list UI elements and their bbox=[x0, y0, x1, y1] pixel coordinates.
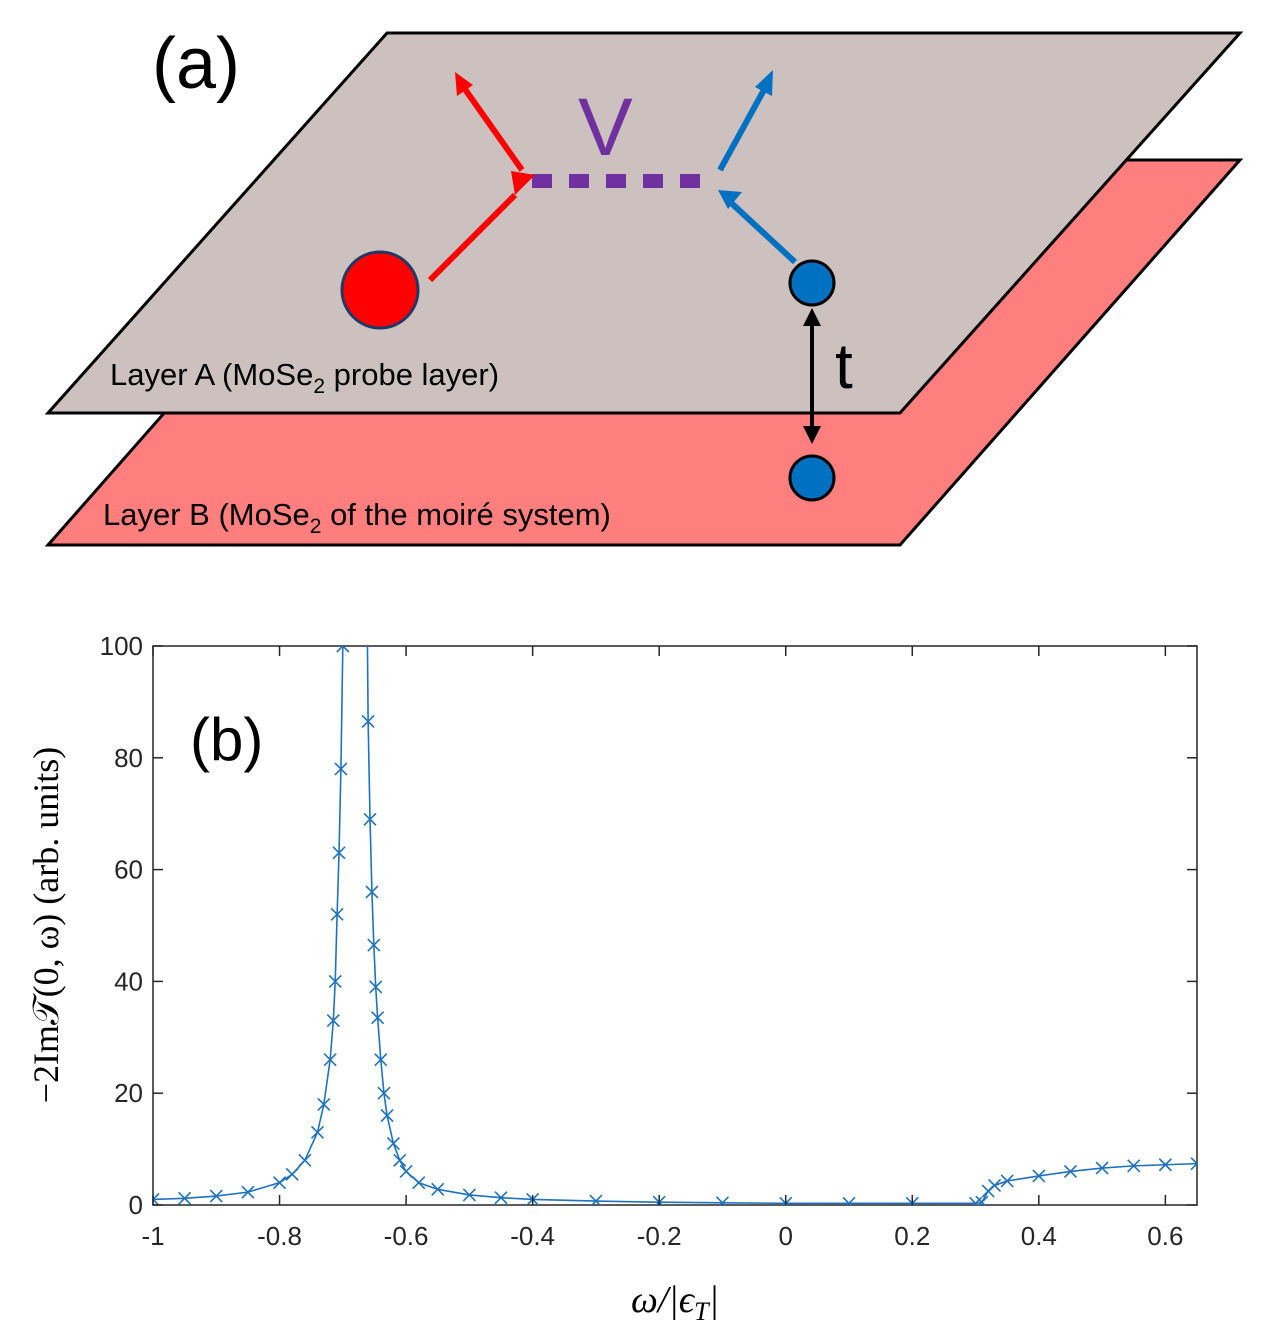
data-marker bbox=[361, 714, 375, 729]
data-marker bbox=[431, 1182, 445, 1196]
data-marker bbox=[1127, 1159, 1141, 1173]
data-marker bbox=[178, 1191, 192, 1205]
x-tick-label: -0.8 bbox=[257, 1221, 302, 1251]
text: 2 bbox=[313, 375, 325, 398]
data-marker bbox=[285, 1167, 299, 1181]
text: probe layer) bbox=[325, 357, 499, 392]
panel-a-label: (a) bbox=[152, 24, 240, 104]
x-tick-label: 0.6 bbox=[1147, 1221, 1183, 1251]
y-tick-label: 0 bbox=[129, 1190, 143, 1220]
plot-area bbox=[152, 645, 1198, 1206]
x-axis-label: ω/|ϵT| bbox=[631, 1279, 719, 1326]
data-marker bbox=[310, 1125, 325, 1139]
data-marker bbox=[332, 846, 346, 860]
data-marker bbox=[377, 1086, 391, 1100]
data-marker bbox=[386, 1136, 401, 1151]
data-marker bbox=[241, 1185, 255, 1199]
data-marker bbox=[328, 974, 342, 988]
data-marker bbox=[1095, 1161, 1109, 1175]
data-marker bbox=[336, 646, 350, 653]
x-tick-label: -0.2 bbox=[637, 1221, 682, 1251]
text: Layer B (MoSe bbox=[103, 497, 310, 532]
data-marker bbox=[1190, 1157, 1197, 1171]
particle-red bbox=[340, 250, 420, 330]
data-marker bbox=[715, 1196, 730, 1205]
x-tick-label: 0.2 bbox=[894, 1221, 930, 1251]
panel-b-label: (b) bbox=[190, 706, 263, 773]
text: 2 bbox=[310, 515, 322, 538]
data-marker bbox=[975, 1195, 989, 1205]
y-tick-label: 60 bbox=[114, 855, 143, 885]
x-tick-label: 0.4 bbox=[1021, 1221, 1057, 1251]
data-marker bbox=[494, 1191, 508, 1205]
y-tick-label: 20 bbox=[114, 1078, 143, 1108]
data-marker bbox=[1158, 1158, 1172, 1172]
y-tick-label: 100 bbox=[100, 631, 143, 661]
hopping-label: t bbox=[835, 330, 853, 402]
interaction-label: V bbox=[578, 82, 633, 173]
data-marker bbox=[462, 1188, 476, 1202]
layer-a bbox=[44, 31, 1244, 415]
text: Layer A (MoSe bbox=[110, 357, 313, 392]
particle-blue bbox=[788, 259, 836, 307]
x-tick-label: -0.6 bbox=[384, 1221, 429, 1251]
arrows bbox=[427, 70, 821, 444]
text: T bbox=[694, 1297, 710, 1326]
data-marker bbox=[330, 907, 344, 921]
y-tick-label: 80 bbox=[114, 743, 143, 773]
data-marker bbox=[326, 1013, 340, 1028]
data-marker bbox=[412, 1176, 426, 1190]
x-tick-label: 0 bbox=[778, 1221, 792, 1251]
data-marker bbox=[987, 1178, 1002, 1193]
data-marker bbox=[153, 1192, 160, 1205]
y-axis-label: −2Im𝒯(0, ω) (arb. units) bbox=[26, 747, 66, 1104]
layer-a-label: Layer A (MoSe2 probe layer) bbox=[110, 357, 499, 398]
data-marker bbox=[369, 980, 383, 994]
data-marker bbox=[272, 1176, 287, 1190]
x-tick-label: -0.4 bbox=[510, 1221, 555, 1251]
text: of the moiré system) bbox=[321, 497, 610, 532]
data-marker bbox=[371, 1011, 385, 1025]
data-marker bbox=[393, 1153, 407, 1167]
layer-b-label: Layer B (MoSe2 of the moiré system) bbox=[103, 497, 611, 538]
data-marker bbox=[589, 1194, 603, 1205]
data-marker bbox=[374, 1053, 388, 1067]
data-marker bbox=[399, 1164, 413, 1179]
data-marker bbox=[363, 812, 377, 826]
particle-blue bbox=[788, 454, 836, 502]
text: ω/|ϵ bbox=[631, 1279, 696, 1321]
data-marker bbox=[298, 1153, 312, 1167]
text: | bbox=[709, 1279, 719, 1321]
data-marker bbox=[209, 1189, 223, 1203]
data-marker bbox=[1000, 1174, 1014, 1188]
data-marker bbox=[317, 1097, 331, 1111]
data-marker bbox=[1063, 1164, 1078, 1179]
data-marker bbox=[323, 1053, 337, 1067]
x-tick-label: -1 bbox=[141, 1221, 164, 1251]
data-marker bbox=[367, 938, 381, 952]
data-marker bbox=[1032, 1169, 1046, 1183]
data-marker bbox=[842, 1196, 856, 1205]
data-marker bbox=[334, 762, 348, 776]
data-marker bbox=[380, 1108, 394, 1123]
data-marker bbox=[365, 885, 379, 899]
y-tick-label: 40 bbox=[114, 966, 143, 996]
